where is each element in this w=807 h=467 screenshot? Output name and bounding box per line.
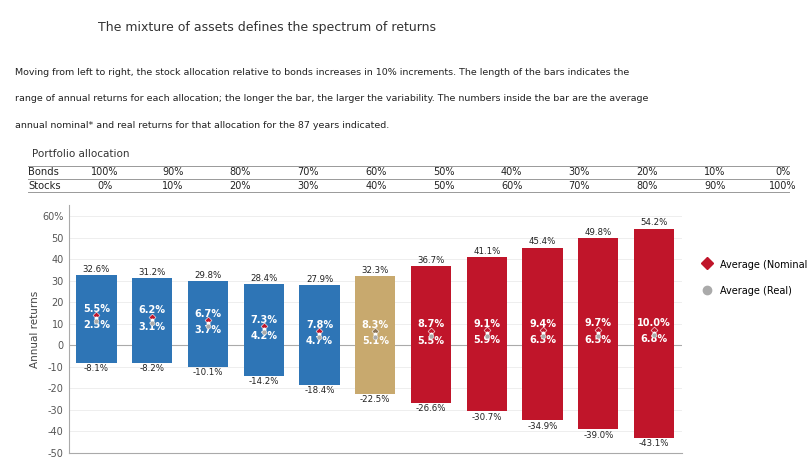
Text: 30%: 30% [569,167,590,177]
Text: 10%: 10% [705,167,725,177]
Text: -30.7%: -30.7% [471,413,502,422]
Text: Stocks: Stocks [28,181,61,191]
Bar [411,266,451,403]
Text: 6.8%: 6.8% [641,334,667,345]
Text: Moving from left to right, the stock allocation relative to bonds increases in 1: Moving from left to right, the stock all… [15,68,629,77]
Text: 50%: 50% [433,181,454,191]
Text: Bonds: Bonds [28,167,59,177]
Legend: Average (Nominal), Average (Real): Average (Nominal), Average (Real) [693,255,807,301]
Y-axis label: Annual returns: Annual returns [30,290,40,368]
Text: 32.6%: 32.6% [83,265,111,274]
Text: 27.9%: 27.9% [306,275,333,284]
Text: 6.7%: 6.7% [194,309,221,319]
Text: 90%: 90% [705,181,725,191]
Text: 32.3%: 32.3% [362,266,389,275]
Text: range of annual returns for each allocation; the longer the bar, the larger the : range of annual returns for each allocat… [15,94,648,103]
Text: 6.2%: 6.2% [139,305,165,315]
Text: Figure 2.: Figure 2. [17,20,73,30]
Text: 29.8%: 29.8% [194,271,222,280]
Text: 5.5%: 5.5% [83,304,110,314]
Text: 0%: 0% [98,181,112,191]
Text: -10.1%: -10.1% [193,368,224,377]
Text: 6.3%: 6.3% [529,335,556,345]
Bar [522,248,562,420]
Text: 8.3%: 8.3% [362,319,389,330]
Text: 5.5%: 5.5% [417,335,445,346]
Text: 54.2%: 54.2% [640,219,667,227]
Text: The mixture of assets defines the spectrum of returns: The mixture of assets defines the spectr… [98,21,437,34]
Text: 7.3%: 7.3% [250,315,278,325]
Text: 3.7%: 3.7% [194,325,221,335]
Text: 10.0%: 10.0% [638,318,671,328]
Text: 20%: 20% [230,181,251,191]
Text: -43.1%: -43.1% [639,439,669,448]
Text: -26.6%: -26.6% [416,404,446,413]
Text: 50%: 50% [433,167,454,177]
Bar [188,281,228,367]
Bar [132,278,173,363]
Text: 2.5%: 2.5% [83,320,110,330]
Text: -34.9%: -34.9% [527,422,558,431]
Text: 100%: 100% [91,167,119,177]
Text: 20%: 20% [637,167,658,177]
Bar [244,284,284,376]
Text: -8.2%: -8.2% [140,364,165,373]
Text: 40%: 40% [501,167,522,177]
Text: 30%: 30% [298,181,319,191]
Text: 40%: 40% [366,181,387,191]
Text: annual nominal* and real returns for that allocation for the 87 years indicated.: annual nominal* and real returns for tha… [15,121,389,130]
Text: 9.4%: 9.4% [529,319,556,329]
Text: 80%: 80% [230,167,251,177]
Text: 0%: 0% [776,167,790,177]
Text: 5.9%: 5.9% [473,335,500,345]
Text: 60%: 60% [366,167,387,177]
Text: 70%: 70% [298,167,319,177]
Text: 4.2%: 4.2% [250,331,278,341]
Text: 10%: 10% [162,181,183,191]
Bar [634,229,674,438]
Text: Portfolio allocation: Portfolio allocation [32,149,130,159]
Text: 9.7%: 9.7% [585,318,612,328]
Bar [355,276,395,394]
Text: 45.4%: 45.4% [529,237,556,247]
Text: 9.1%: 9.1% [473,319,500,329]
Text: 36.7%: 36.7% [417,256,445,265]
Text: 60%: 60% [501,181,522,191]
Text: 3.1%: 3.1% [139,322,165,332]
Bar [578,238,618,429]
Text: 8.7%: 8.7% [417,319,445,329]
Text: 4.7%: 4.7% [306,336,333,346]
Text: 28.4%: 28.4% [250,274,278,283]
Text: 31.2%: 31.2% [139,268,166,277]
Text: 5.1%: 5.1% [362,336,389,346]
Text: 100%: 100% [769,181,797,191]
Text: -39.0%: -39.0% [583,431,613,439]
Text: -18.4%: -18.4% [304,386,335,395]
Text: -14.2%: -14.2% [249,377,279,386]
Text: 80%: 80% [637,181,658,191]
Text: -8.1%: -8.1% [84,364,109,373]
Text: -22.5%: -22.5% [360,395,391,404]
Text: 7.8%: 7.8% [306,320,333,330]
Text: 90%: 90% [162,167,183,177]
Bar [77,275,116,363]
Text: 70%: 70% [569,181,590,191]
Text: 6.5%: 6.5% [585,335,612,345]
Text: 41.1%: 41.1% [473,247,500,255]
Bar [466,257,507,411]
Text: 49.8%: 49.8% [584,228,612,237]
Bar [299,285,340,385]
